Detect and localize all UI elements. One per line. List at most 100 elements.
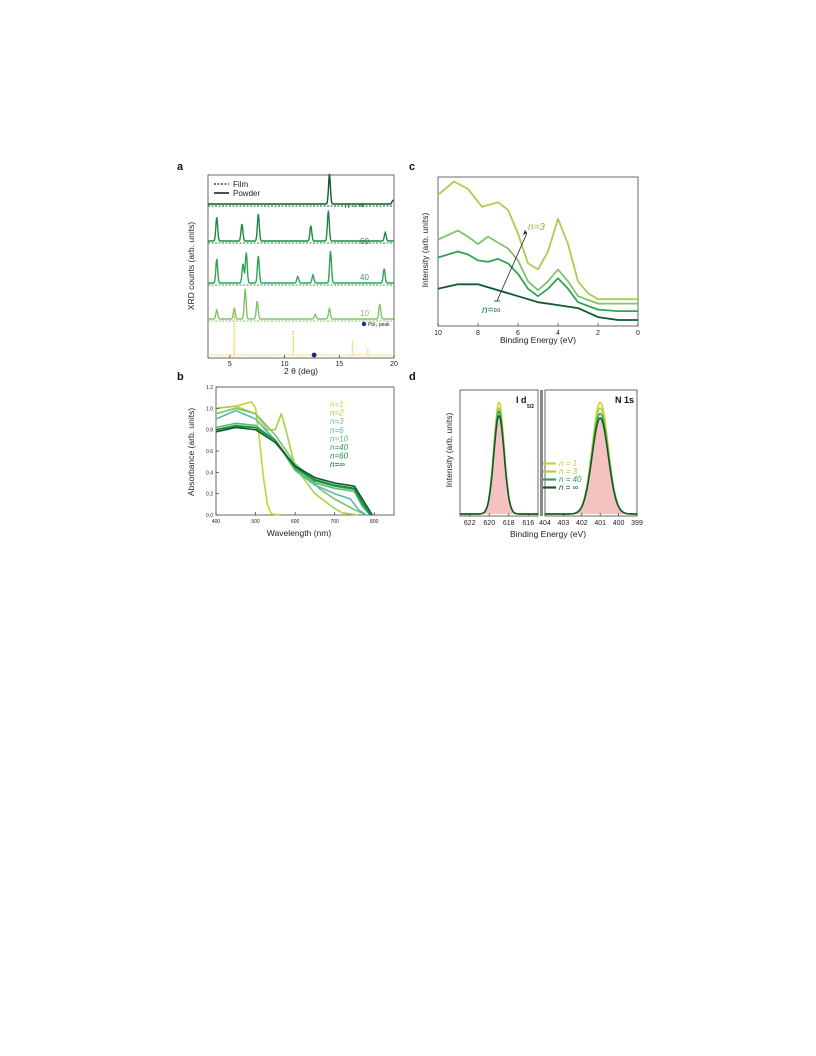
x-tick-label: 20 bbox=[390, 361, 398, 368]
label-60: 60 bbox=[360, 237, 369, 246]
y-tick-label: 0.6 bbox=[206, 449, 213, 455]
trend-arrow bbox=[496, 232, 528, 302]
ups-spectrum bbox=[437, 180, 638, 301]
x-tick-label: 700 bbox=[330, 519, 339, 525]
panel-c-series bbox=[437, 180, 638, 321]
x-tick-label: 800 bbox=[370, 519, 379, 525]
annotation-n-inf: n=∞ bbox=[482, 305, 501, 316]
panel-c-frame bbox=[437, 176, 639, 327]
x-tick-label: 8 bbox=[476, 330, 480, 337]
panel-b-ylabel: Absorbance (arb. units) bbox=[186, 408, 196, 497]
legend-entry: n=40 bbox=[330, 443, 349, 452]
x-tick-label: 616 bbox=[522, 520, 534, 527]
panel-d-axis-break bbox=[540, 390, 543, 516]
absorbance-line bbox=[215, 426, 373, 516]
absorbance-line bbox=[215, 409, 367, 516]
xrd-powder-line bbox=[208, 250, 394, 284]
ups-spectrum bbox=[437, 250, 638, 313]
panel-d-legend: n = 1n = 3n = 40n = ∞ bbox=[543, 459, 582, 492]
panel-a-xticks: 5 10 15 20 bbox=[228, 355, 398, 368]
panel-d-right-frame bbox=[544, 389, 638, 517]
x-tick-label: 5 bbox=[228, 361, 232, 368]
legend-film-label: Film bbox=[233, 180, 248, 189]
panel-a: a Film Powder PbI₂ peak 5 10 15 20 2 θ (deg… bbox=[177, 161, 398, 376]
label-n-inf: n = ∞ bbox=[345, 201, 365, 210]
x-tick-label: 404 bbox=[539, 520, 551, 527]
panel-b-ticks: 400 500 600 700 800 0.0 0.2 0.4 0.6 0.8 1.0 1.2 bbox=[206, 385, 379, 525]
xps-peak-right bbox=[545, 417, 637, 515]
y-tick-label: 0.8 bbox=[206, 428, 213, 434]
pbi2-legend-label: PbI₂ peak bbox=[368, 322, 390, 328]
x-tick-label: 15 bbox=[335, 361, 343, 368]
x-tick-label: 2 bbox=[596, 330, 600, 337]
core-level-sub-left: 5/2 bbox=[527, 404, 534, 410]
x-tick-label: 618 bbox=[503, 520, 515, 527]
panel-a-reference bbox=[208, 313, 394, 358]
panel-b-letter: b bbox=[177, 371, 184, 383]
panel-a-frame bbox=[207, 174, 395, 359]
legend-powder-label: Powder bbox=[233, 189, 260, 198]
x-tick-label: 10 bbox=[434, 330, 442, 337]
legend-entry: n = 1 bbox=[559, 459, 577, 468]
panel-a-ylabel: XRD counts (arb. units) bbox=[186, 222, 196, 311]
absorbance-line bbox=[215, 422, 371, 516]
panel-c: c 10 8 6 4 2 0 n=3 n=∞ Binding Energy (eV) In… bbox=[409, 161, 640, 345]
y-tick-label: 1.0 bbox=[206, 406, 213, 412]
pbi2-peak-marker bbox=[311, 352, 317, 358]
annotation-n3: n=3 bbox=[528, 222, 545, 233]
x-tick-label: 6 bbox=[516, 330, 520, 337]
panel-a-legend: Film Powder bbox=[214, 180, 260, 198]
panel-d-letter: d bbox=[409, 371, 416, 383]
xrd-powder-line bbox=[208, 288, 394, 320]
x-tick-label: 399 bbox=[631, 520, 643, 527]
x-tick-label: 622 bbox=[464, 520, 476, 527]
pbi2-legend-marker bbox=[361, 321, 367, 327]
label-40: 40 bbox=[360, 273, 369, 282]
peak-fill-left bbox=[460, 415, 538, 514]
panel-b-frame bbox=[215, 386, 395, 516]
legend-entry: n=3 bbox=[330, 417, 344, 426]
x-tick-label: 500 bbox=[251, 519, 260, 525]
legend-entry: n = ∞ bbox=[559, 483, 579, 492]
panel-d-xlabel: Binding Energy (eV) bbox=[510, 529, 586, 539]
xrd-powder-line bbox=[208, 173, 394, 205]
panel-d-left-frame bbox=[459, 389, 539, 517]
legend-entry: n=1 bbox=[330, 400, 344, 409]
legend-entry: n = 40 bbox=[559, 475, 582, 484]
panel-d: d 622 620 618 616 404 403 402 401 400 399 I d 5/2… bbox=[409, 371, 643, 539]
panel-a-xlabel: 2 θ (deg) bbox=[284, 366, 318, 376]
ups-spectrum bbox=[437, 283, 638, 321]
ups-spectrum bbox=[437, 229, 638, 305]
panel-b: b 400 500 600 700 800 0.0 0.2 0.4 0.6 0.8 1.0 1.2 n… bbox=[177, 371, 395, 538]
core-level-label-left: I d bbox=[516, 395, 527, 405]
label-10: 10 bbox=[360, 309, 369, 318]
x-tick-label: 400 bbox=[613, 520, 625, 527]
x-tick-label: 403 bbox=[558, 520, 570, 527]
panel-d-series bbox=[460, 401, 637, 515]
panel-c-ticks: 10 8 6 4 2 0 bbox=[434, 323, 640, 337]
panel-a-series bbox=[208, 173, 394, 322]
panel-b-legend: n=1n=2n=3n=6n=10n=40n=60n=∞ bbox=[330, 400, 349, 469]
x-tick-label: 400 bbox=[212, 519, 221, 525]
absorbance-line bbox=[215, 401, 280, 516]
panel-a-letter: a bbox=[177, 161, 184, 173]
panel-b-series bbox=[215, 401, 373, 516]
core-level-label-right: N 1s bbox=[615, 395, 634, 405]
legend-entry: n = 3 bbox=[559, 467, 578, 476]
panel-b-xlabel: Wavelength (nm) bbox=[267, 528, 332, 538]
x-tick-label: 0 bbox=[636, 330, 640, 337]
legend-entry: n=10 bbox=[330, 434, 349, 443]
legend-entry: n=6 bbox=[330, 426, 344, 435]
legend-entry: n=∞ bbox=[330, 460, 345, 469]
x-tick-label: 4 bbox=[556, 330, 560, 337]
panel-d-ticks: 622 620 618 616 404 403 402 401 400 399 bbox=[464, 513, 643, 527]
absorbance-line bbox=[215, 425, 371, 516]
y-tick-label: 1.2 bbox=[206, 385, 213, 391]
x-tick-label: 401 bbox=[594, 520, 606, 527]
panel-c-ylabel: Intensity (arb. units) bbox=[420, 213, 430, 288]
x-tick-label: 10 bbox=[281, 361, 289, 368]
x-tick-label: 620 bbox=[483, 520, 495, 527]
panel-c-xlabel: Binding Energy (eV) bbox=[500, 335, 576, 345]
x-tick-label: 402 bbox=[576, 520, 588, 527]
xps-peak-left bbox=[460, 414, 538, 515]
